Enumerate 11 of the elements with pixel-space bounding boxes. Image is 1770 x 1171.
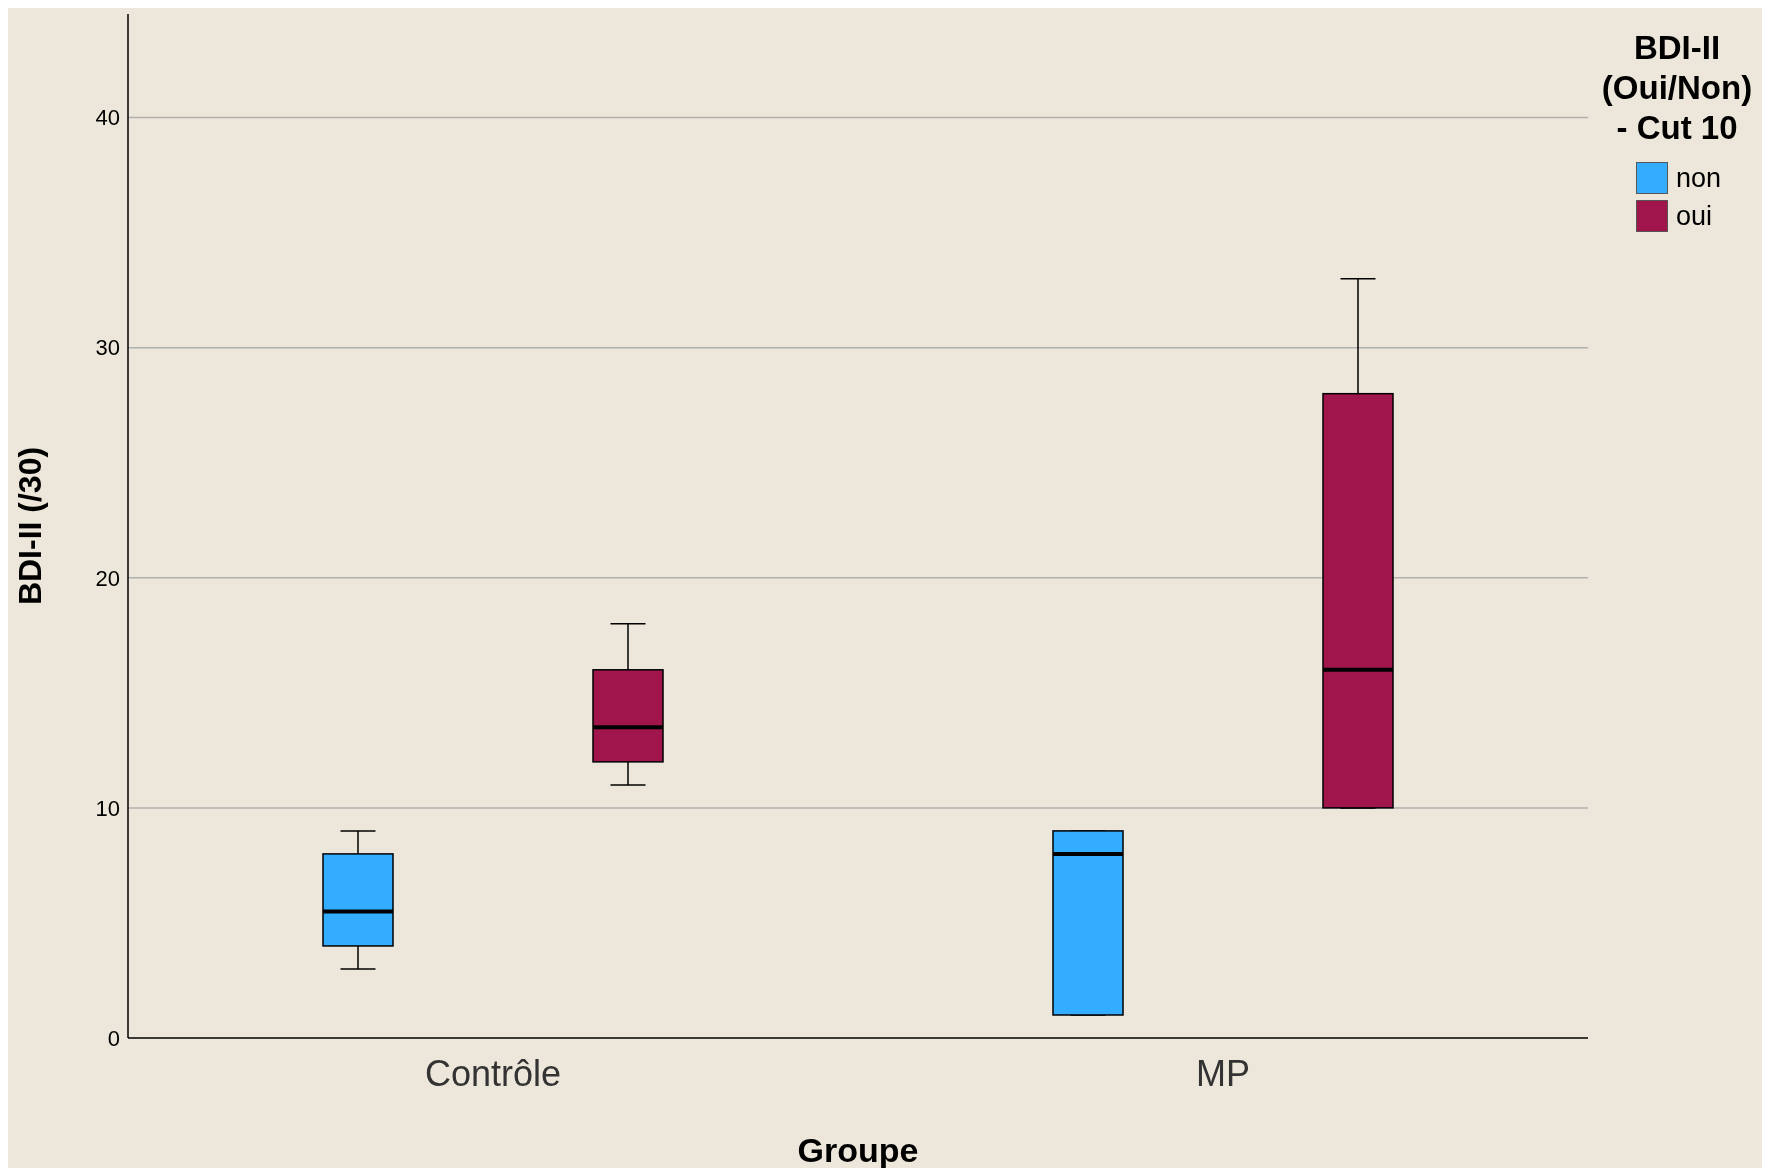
y-axis-title: BDI-II (/30) [12, 446, 49, 606]
y-tick-label: 10 [95, 795, 120, 821]
legend-label: oui [1676, 200, 1713, 232]
y-tick-label: 40 [95, 105, 120, 131]
y-tick-label: 20 [95, 565, 120, 591]
y-tick-label: 30 [95, 335, 120, 361]
legend-title: BDI-II (Oui/Non) - Cut 10 [1600, 28, 1754, 148]
x-tick-label: Contrôle [424, 1052, 562, 1094]
y-tick-label: 0 [107, 1025, 120, 1051]
legend-label: non [1676, 162, 1722, 194]
x-tick-label: MP [1196, 1052, 1250, 1094]
